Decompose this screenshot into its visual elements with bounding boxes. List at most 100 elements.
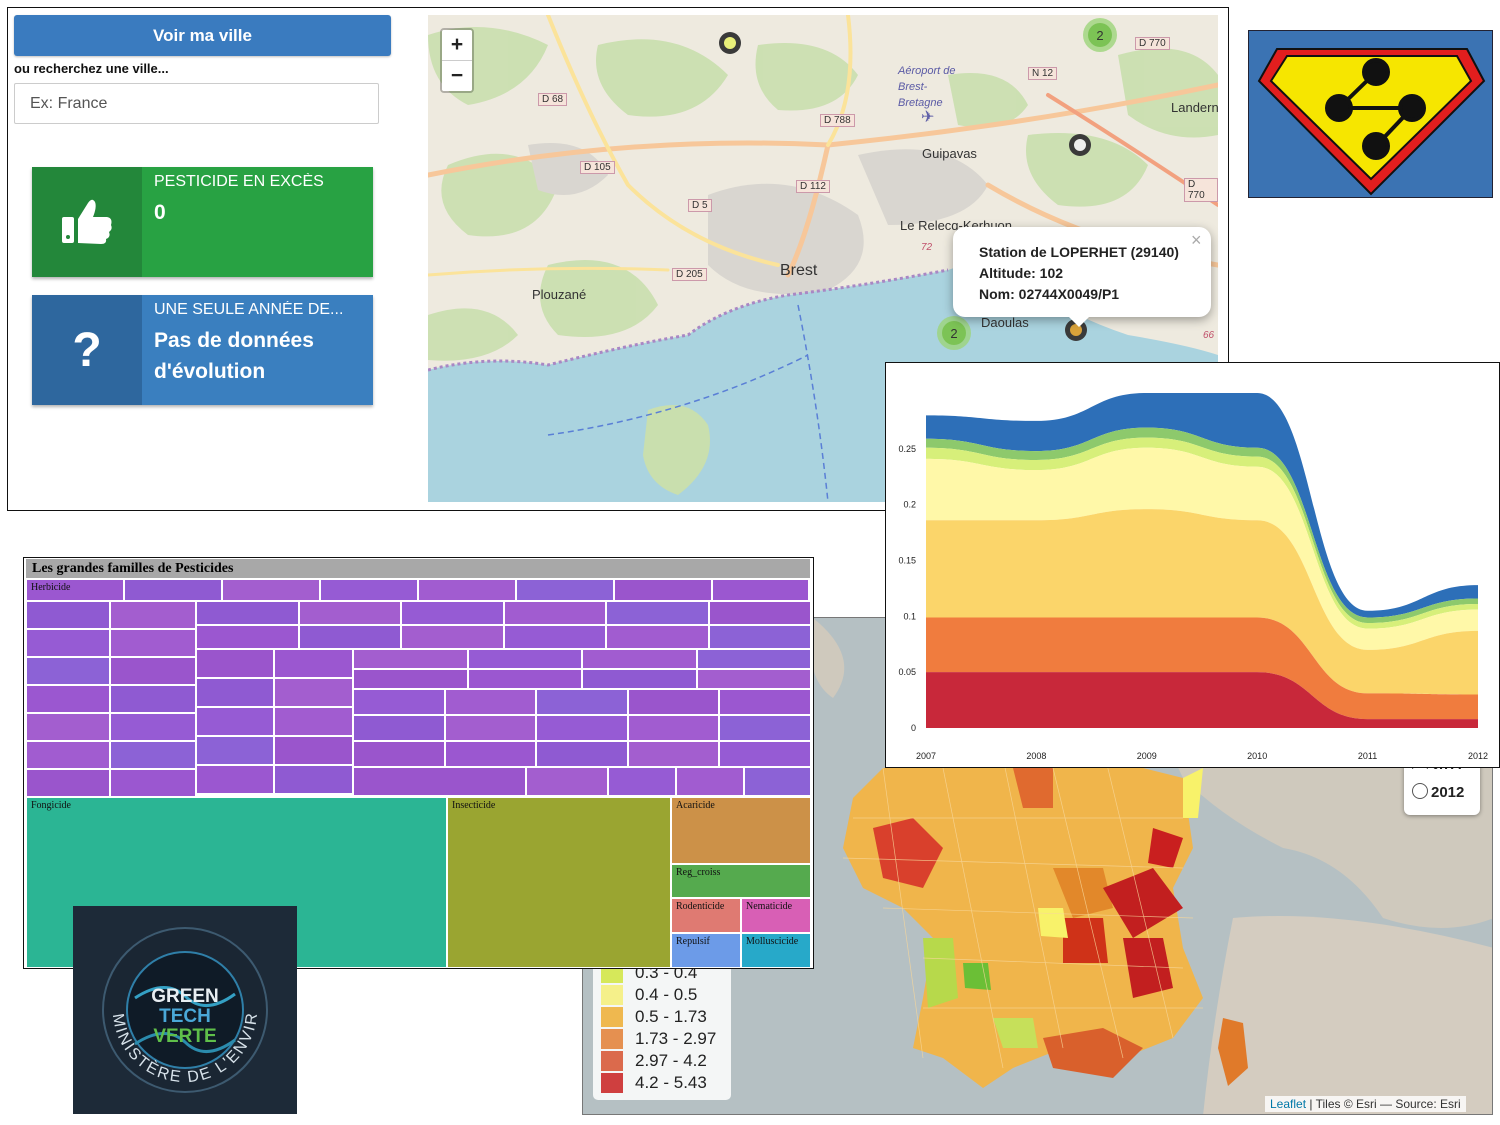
treemap-cell-herbicide[interactable] <box>696 669 811 689</box>
treemap-cell-rodenticide[interactable]: Rodenticide <box>671 898 741 933</box>
treemap-cell-acaricide[interactable]: Acaricide <box>671 797 811 864</box>
treemap-cell-herbicide[interactable] <box>418 579 516 601</box>
treemap-cell-herbicide[interactable] <box>298 601 401 625</box>
treemap-cell-herbicide[interactable] <box>719 741 811 767</box>
treemap-cell-herbicide[interactable] <box>467 669 582 689</box>
treemap-cell-herbicide[interactable] <box>196 678 274 707</box>
treemap-cell-herbicide[interactable] <box>196 601 299 625</box>
treemap-cell-herbicide[interactable] <box>274 649 353 678</box>
see-my-city-button[interactable]: Voir ma ville <box>14 15 391 56</box>
treemap-cell-herbicide[interactable] <box>110 657 196 685</box>
treemap-cell-herbicide[interactable] <box>444 741 537 767</box>
treemap-cell-herbicide[interactable] <box>608 767 676 796</box>
treemap-cell-herbicide[interactable] <box>196 736 274 765</box>
area-series <box>926 447 1478 650</box>
treemap-cell-herbicide[interactable] <box>696 649 811 669</box>
treemap-cell-herbicide[interactable] <box>274 765 353 794</box>
excess-value: 0 <box>154 201 166 224</box>
treemap-label: Insecticide <box>452 800 496 811</box>
treemap-cell-herbicide[interactable] <box>110 601 196 629</box>
treemap-cell-herbicide[interactable] <box>26 657 110 685</box>
treemap-cell-herbicide[interactable] <box>708 625 811 649</box>
treemap-cell-herbicide[interactable] <box>26 713 110 741</box>
treemap-cell-herbicide[interactable] <box>26 769 110 797</box>
treemap-cell-herbicide[interactable] <box>353 715 445 741</box>
treemap-cell-herbicide[interactable] <box>110 629 196 657</box>
svg-text:GREEN: GREEN <box>151 986 219 1007</box>
treemap-cell-herbicide[interactable] <box>719 689 811 715</box>
legend-row: 4.2 - 5.43 <box>601 1072 707 1094</box>
treemap-cell-herbicide[interactable] <box>536 741 628 767</box>
question-mark-icon: ? <box>32 295 142 405</box>
treemap-cell-herbicide[interactable] <box>353 649 468 669</box>
treemap-cell-herbicide[interactable] <box>444 689 537 715</box>
station-altitude: Altitude: 102 <box>979 265 1064 281</box>
city-search-input[interactable] <box>14 83 379 124</box>
treemap-cell-herbicide[interactable] <box>627 741 720 767</box>
treemap-cell-herbicide[interactable] <box>274 678 353 707</box>
treemap-cell-herbicide[interactable] <box>26 601 110 629</box>
treemap-cell-herbicide[interactable] <box>536 689 628 715</box>
treemap-cell-herbicide[interactable] <box>536 715 628 741</box>
treemap-cell-herbicide[interactable] <box>582 669 697 689</box>
treemap-cell-herbicide[interactable] <box>744 767 811 796</box>
popup-close-button[interactable]: × <box>1191 230 1202 250</box>
treemap-cell-herbicide[interactable] <box>196 765 274 794</box>
treemap-cell-herbicide[interactable] <box>516 579 614 601</box>
treemap-cell-herbicide[interactable] <box>627 715 720 741</box>
year-option-2012[interactable]: 2012 <box>1412 783 1464 801</box>
treemap-cell-herbicide[interactable] <box>614 579 712 601</box>
treemap-cell-reg-croiss[interactable]: Reg_croiss <box>671 864 811 898</box>
zoom-in-button[interactable]: + <box>442 30 472 61</box>
treemap-cell-herbicide[interactable] <box>353 767 526 796</box>
treemap-cell-herbicide[interactable] <box>708 601 811 625</box>
treemap-cell-herbicide[interactable] <box>353 689 445 715</box>
treemap-cell-herbicide[interactable] <box>222 579 320 601</box>
treemap-cell-herbicide[interactable] <box>719 715 811 741</box>
treemap-cell-herbicide[interactable] <box>298 625 401 649</box>
treemap-cell-herbicide[interactable] <box>110 685 196 713</box>
treemap-cell-herbicide[interactable] <box>606 625 709 649</box>
treemap-cell-herbicide[interactable] <box>26 685 110 713</box>
treemap-cell-herbicide[interactable] <box>503 601 606 625</box>
treemap-cell-repulsif[interactable]: Repulsif <box>671 933 741 968</box>
treemap-cell-herbicide[interactable] <box>196 625 299 649</box>
treemap-cell-herbicide[interactable] <box>320 579 418 601</box>
treemap-cell-herbicide[interactable] <box>274 707 353 736</box>
x-tick-label: 2008 <box>1026 751 1046 761</box>
legend-swatch <box>601 1051 623 1071</box>
treemap-cell-herbicide[interactable] <box>274 736 353 765</box>
leaflet-link[interactable]: Leaflet <box>1270 1097 1307 1111</box>
road-label: 72 <box>921 242 933 253</box>
treemap-cell-insecticide[interactable]: Insecticide <box>447 797 671 968</box>
treemap-cell-herbicide[interactable] <box>196 649 274 678</box>
treemap-cell-herbicide[interactable] <box>353 669 468 689</box>
treemap-cell-herbicide[interactable] <box>110 769 196 797</box>
treemap-cell-herbicide[interactable] <box>124 579 222 601</box>
treemap-cell-herbicide[interactable] <box>467 649 582 669</box>
place-label: Plouzané <box>532 287 587 302</box>
treemap-cell-herbicide[interactable] <box>712 579 809 601</box>
treemap-cell-herbicide[interactable] <box>26 629 110 657</box>
treemap-cell-herbicide[interactable] <box>606 601 709 625</box>
treemap-cell-herbicide[interactable] <box>401 601 504 625</box>
treemap-cell-herbicide[interactable] <box>196 707 274 736</box>
treemap-cell-herbicide[interactable] <box>401 625 504 649</box>
treemap-cell-herbicide[interactable] <box>503 625 606 649</box>
treemap-cell-herbicide[interactable] <box>582 649 697 669</box>
treemap-cell-nematicide[interactable]: Nematicide <box>741 898 811 933</box>
treemap-cell-herbicide[interactable] <box>526 767 608 796</box>
treemap-cell-molluscicide[interactable]: Molluscicide <box>741 933 811 968</box>
zoom-out-button[interactable]: − <box>442 61 472 91</box>
road-label: 66 <box>1203 330 1215 341</box>
treemap-cell-herbicide[interactable] <box>26 741 110 769</box>
excess-label: PESTICIDE EN EXCÈS <box>154 173 324 190</box>
treemap-cell-herbicide[interactable]: Herbicide <box>26 579 124 601</box>
treemap-cell-herbicide[interactable] <box>353 741 445 767</box>
treemap-cell-herbicide[interactable] <box>676 767 744 796</box>
place-label: Brest <box>780 262 818 279</box>
treemap-cell-herbicide[interactable] <box>627 689 720 715</box>
treemap-cell-herbicide[interactable] <box>110 741 196 769</box>
treemap-cell-herbicide[interactable] <box>110 713 196 741</box>
treemap-cell-herbicide[interactable] <box>444 715 537 741</box>
